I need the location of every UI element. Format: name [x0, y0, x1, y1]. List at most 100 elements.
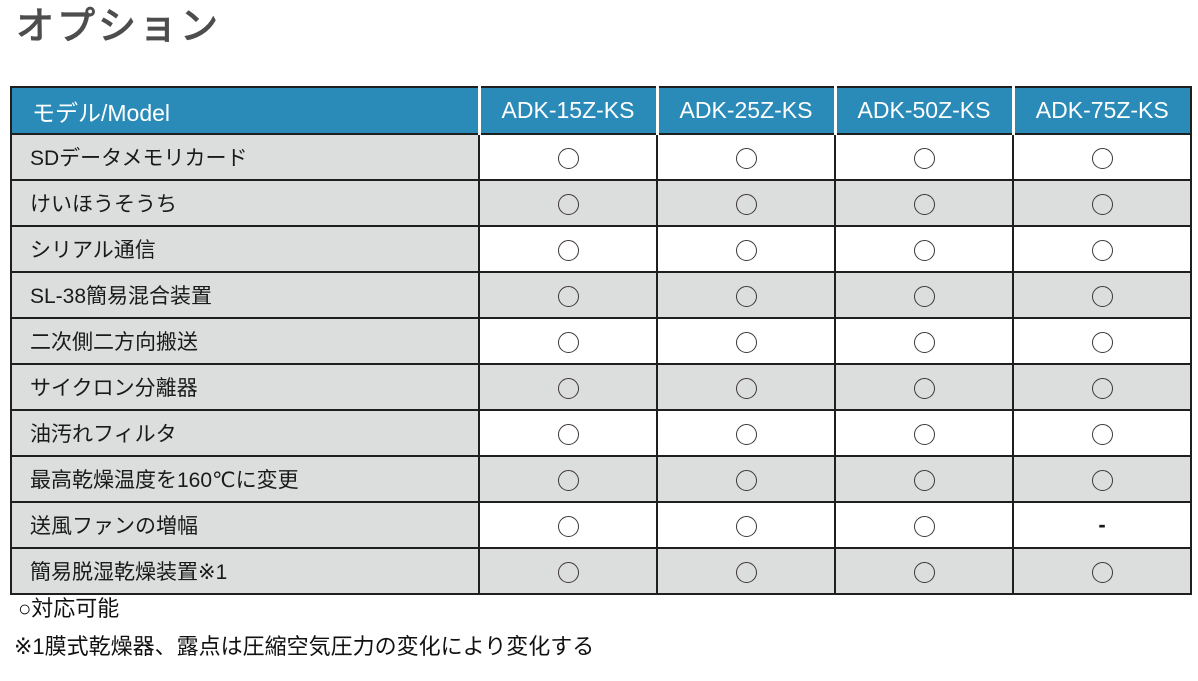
availability-mark: - — [1012, 501, 1192, 549]
circle-mark — [735, 561, 757, 583]
circle-mark — [913, 285, 935, 307]
circle-mark — [1091, 423, 1113, 445]
circle-mark — [1091, 377, 1113, 399]
availability-mark — [834, 317, 1014, 365]
table-row: けいほうそうち — [10, 179, 1192, 227]
circle-mark — [557, 423, 579, 445]
circle-mark — [1091, 469, 1113, 491]
availability-mark — [834, 409, 1014, 457]
circle-mark — [1091, 239, 1113, 261]
availability-mark — [478, 409, 658, 457]
availability-mark — [834, 455, 1014, 503]
circle-mark — [1091, 331, 1113, 353]
availability-mark — [478, 547, 658, 595]
availability-mark — [656, 133, 836, 181]
availability-mark — [1012, 179, 1192, 227]
availability-mark — [1012, 547, 1192, 595]
table-header-row: モデル/Model ADK-15Z-KS ADK-25Z-KS ADK-50Z-… — [11, 87, 1191, 134]
availability-mark — [478, 271, 658, 319]
availability-mark — [656, 455, 836, 503]
table-row: 送風ファンの増幅 - — [10, 501, 1192, 549]
availability-mark — [1012, 133, 1192, 181]
circle-mark — [557, 515, 579, 537]
availability-mark — [834, 133, 1014, 181]
availability-mark — [1012, 271, 1192, 319]
circle-mark — [913, 193, 935, 215]
availability-mark — [656, 179, 836, 227]
row-label: SL-38簡易混合装置 — [10, 271, 480, 319]
table-row: 二次側二方向搬送 — [10, 317, 1192, 365]
circle-mark — [913, 239, 935, 261]
circle-mark — [913, 147, 935, 169]
availability-mark — [478, 455, 658, 503]
page-title: オプション — [16, 6, 222, 48]
row-label: 最高乾燥温度を160℃に変更 — [10, 455, 480, 503]
table-row: 油汚れフィルタ — [10, 409, 1192, 457]
options-table: モデル/Model ADK-15Z-KS ADK-25Z-KS ADK-50Z-… — [10, 86, 1192, 595]
circle-mark — [735, 147, 757, 169]
circle-mark — [735, 469, 757, 491]
availability-mark — [1012, 317, 1192, 365]
row-label: シリアル通信 — [10, 225, 480, 273]
table-row: SL-38簡易混合装置 — [10, 271, 1192, 319]
circle-mark — [735, 377, 757, 399]
availability-mark — [834, 501, 1014, 549]
circle-mark — [913, 423, 935, 445]
availability-mark — [656, 363, 836, 411]
row-label: けいほうそうち — [10, 179, 480, 227]
circle-mark — [735, 423, 757, 445]
header-adk-25z-ks: ADK-25Z-KS — [655, 87, 835, 134]
circle-mark — [1091, 147, 1113, 169]
availability-mark — [478, 363, 658, 411]
table-row: サイクロン分離器 — [10, 363, 1192, 411]
availability-mark — [656, 271, 836, 319]
legend: ○対応可能 ※1膜式乾燥器、露点は圧縮空気圧力の変化により変化する — [14, 598, 594, 674]
availability-mark — [656, 317, 836, 365]
circle-mark — [735, 515, 757, 537]
circle-mark — [735, 239, 757, 261]
circle-mark — [557, 469, 579, 491]
table-row: 最高乾燥温度を160℃に変更 — [10, 455, 1192, 503]
row-label: 簡易脱湿乾燥装置※1 — [10, 547, 480, 595]
availability-mark — [656, 501, 836, 549]
availability-mark — [1012, 225, 1192, 273]
circle-mark — [735, 331, 757, 353]
availability-mark — [834, 271, 1014, 319]
circle-mark — [557, 147, 579, 169]
circle-mark — [557, 561, 579, 583]
legend-note: ※1膜式乾燥器、露点は圧縮空気圧力の変化により変化する — [14, 634, 595, 659]
circle-mark — [1091, 285, 1113, 307]
availability-mark — [478, 133, 658, 181]
circle-mark — [913, 561, 935, 583]
row-label: 二次側二方向搬送 — [10, 317, 480, 365]
circle-mark — [913, 515, 935, 537]
circle-mark — [1091, 193, 1113, 215]
availability-mark — [478, 225, 658, 273]
circle-mark — [1091, 561, 1113, 583]
row-label: サイクロン分離器 — [10, 363, 480, 411]
availability-mark — [478, 179, 658, 227]
header-adk-75z-ks: ADK-75Z-KS — [1011, 87, 1191, 134]
table-row: シリアル通信 — [10, 225, 1192, 273]
availability-mark — [656, 409, 836, 457]
circle-mark — [557, 331, 579, 353]
header-adk-50z-ks: ADK-50Z-KS — [833, 87, 1013, 134]
row-label: SDデータメモリカード — [10, 133, 480, 181]
circle-mark — [913, 377, 935, 399]
circle-mark — [913, 469, 935, 491]
header-adk-15z-ks: ADK-15Z-KS — [477, 87, 657, 134]
circle-mark — [735, 193, 757, 215]
availability-mark — [834, 179, 1014, 227]
availability-mark — [834, 547, 1014, 595]
circle-mark — [557, 285, 579, 307]
circle-mark — [557, 377, 579, 399]
row-label: 送風ファンの増幅 — [10, 501, 480, 549]
availability-mark — [1012, 363, 1192, 411]
circle-mark — [735, 285, 757, 307]
availability-mark — [1012, 409, 1192, 457]
circle-mark — [557, 193, 579, 215]
availability-mark — [656, 225, 836, 273]
header-model-label: モデル/Model — [11, 87, 479, 134]
availability-mark — [834, 363, 1014, 411]
